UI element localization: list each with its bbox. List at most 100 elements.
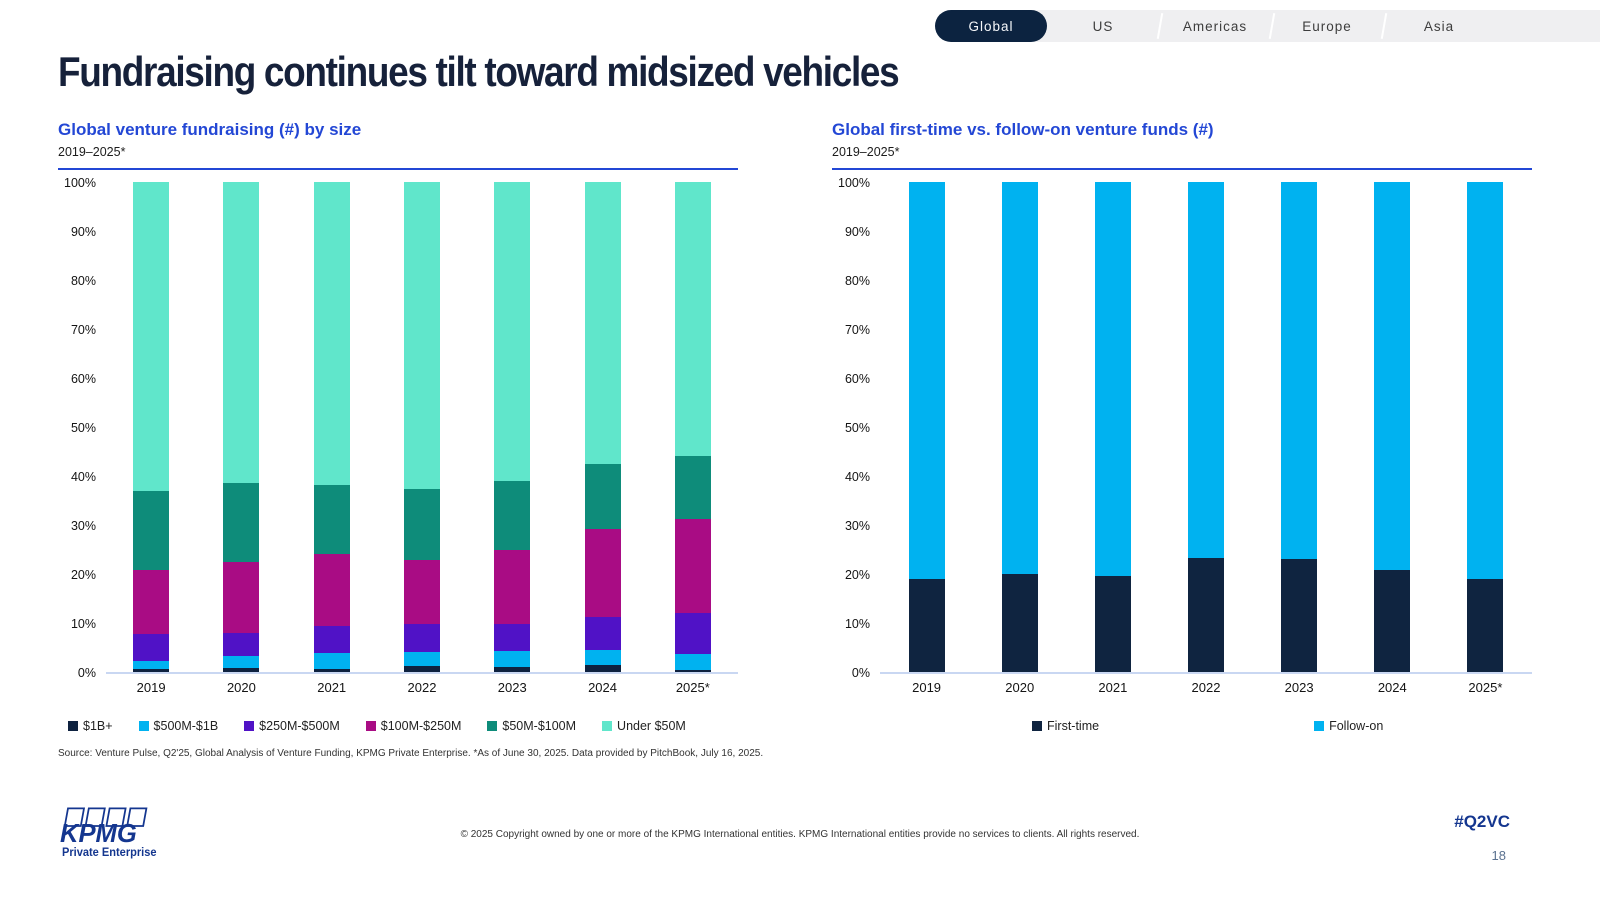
- stacked-bar-2022: [403, 182, 440, 672]
- bar-segment: [1001, 182, 1038, 574]
- stacked-bar-2021: [1094, 182, 1131, 672]
- y-tick-label: 90%: [844, 225, 870, 239]
- bar-segment: [133, 669, 170, 672]
- y-tick-label: 10%: [70, 617, 96, 631]
- y-tick-label: 60%: [844, 372, 870, 386]
- logo-boxes: [63, 807, 148, 827]
- chart-legend: First-time Follow-on: [1032, 719, 1532, 733]
- x-axis-label: 2023: [497, 680, 527, 695]
- legend-swatch: [138, 721, 149, 731]
- bar-slot: [1346, 182, 1439, 672]
- logo-wordmark: KPMG: [60, 820, 137, 846]
- legend-item: $50M-$100M: [487, 719, 576, 733]
- tab-us[interactable]: US: [1092, 18, 1114, 34]
- bar-segment: [403, 624, 440, 652]
- bar-segment: [908, 182, 945, 579]
- bar-slot: [196, 182, 286, 672]
- bar-segment: [133, 661, 170, 670]
- y-tick-label: 70%: [844, 323, 870, 337]
- bar-segment: [1281, 559, 1318, 672]
- kpmg-logo: KPMG: [60, 807, 148, 846]
- hashtag: #Q2VC: [1454, 812, 1510, 831]
- x-axis-label: 2023: [1284, 680, 1314, 695]
- y-tick-label: 0%: [77, 666, 96, 680]
- x-axis-label: 2020: [1005, 680, 1035, 695]
- bar-slot: [648, 182, 738, 672]
- y-tick-label: 50%: [844, 421, 870, 435]
- title-rule: [832, 168, 1532, 170]
- bar-slot: [377, 182, 467, 672]
- tab-asia[interactable]: Asia: [1383, 10, 1495, 42]
- y-tick-label: 20%: [70, 568, 96, 582]
- bar-segment: [674, 518, 711, 614]
- bar-segment: [1187, 182, 1224, 558]
- page-title: Fundraising continues tilt toward midsiz…: [58, 48, 900, 95]
- bar-segment: [313, 669, 350, 672]
- tab-americas[interactable]: Americas: [1159, 10, 1271, 42]
- bars-area: [880, 182, 1532, 674]
- title-rule: [58, 168, 738, 170]
- legend-label: First-time: [1047, 719, 1100, 733]
- legend-label: Under $50M: [617, 719, 686, 733]
- y-tick-label: 20%: [844, 568, 870, 582]
- bar-segment: [223, 668, 260, 672]
- bar-segment: [133, 182, 170, 492]
- bar-segment: [908, 578, 945, 672]
- legend-label: Follow-on: [1329, 719, 1384, 733]
- bar-slot: [1253, 182, 1346, 672]
- chart-subtitle: 2019–2025*: [58, 145, 126, 159]
- x-axis-label: 2021: [317, 680, 347, 695]
- legend-item: Under $50M: [602, 719, 686, 733]
- bar-segment: [584, 616, 621, 650]
- copyright-text: © 2025 Copyright owned by one or more of…: [460, 829, 1140, 840]
- y-tick-label: 100%: [64, 176, 96, 190]
- x-axis-label: 2022: [407, 680, 437, 695]
- x-axis-label: 2024: [588, 680, 617, 695]
- stacked-bar-2023: [494, 182, 531, 672]
- bar-segment: [313, 652, 350, 670]
- legend-label: $50M-$100M: [502, 719, 577, 733]
- bar-segment: [1281, 182, 1318, 560]
- legend-label: $1B+: [83, 719, 113, 733]
- legend-label: $100M-$250M: [380, 719, 462, 733]
- tab-europe[interactable]: Europe: [1271, 10, 1383, 42]
- bar-segment: [223, 561, 260, 633]
- fundraising-by-size-chart: Global venture fundraising (#) by size 2…: [58, 120, 738, 733]
- bar-segment: [494, 480, 531, 550]
- bar-segment: [313, 182, 350, 486]
- stacked-bar-2022: [1187, 182, 1224, 672]
- plot-area: 100% 90% 80% 70% 60% 50% 40% 30% 20% 10% 0%: [58, 176, 738, 680]
- chart-title: Global first-time vs. follow-on venture …: [832, 120, 1214, 139]
- x-axis-labels: 2019 2020 2021 2022 2023 2024 2025*: [106, 680, 738, 695]
- bar-segment: [223, 632, 260, 656]
- bar-slot: [1439, 182, 1532, 672]
- chart-subtitle: 2019–2025*: [832, 145, 900, 159]
- legend-swatch: [244, 721, 255, 731]
- bar-segment: [584, 649, 621, 665]
- bar-segment: [674, 670, 711, 672]
- tab-global[interactable]: Global: [935, 10, 1047, 42]
- x-axis-label: 2021: [1098, 680, 1128, 695]
- bar-segment: [133, 570, 170, 634]
- stacked-bar-2019: [133, 182, 170, 672]
- legend-item: Follow-on: [1314, 719, 1383, 733]
- bar-segment: [313, 485, 350, 554]
- y-tick-label: 80%: [844, 274, 870, 288]
- bar-segment: [1374, 570, 1411, 672]
- bar-segment: [1187, 557, 1224, 672]
- legend-label: $500M-$1B: [153, 719, 219, 733]
- bar-segment: [403, 665, 440, 672]
- bar-segment: [223, 482, 260, 562]
- bar-segment: [403, 489, 440, 560]
- bar-segment: [1467, 182, 1504, 579]
- bar-segment: [223, 655, 260, 669]
- bar-segment: [494, 182, 531, 481]
- bar-segment: [1001, 574, 1038, 672]
- y-tick-label: 60%: [70, 372, 96, 386]
- x-axis-label: 2025*: [1468, 680, 1503, 695]
- bar-slot: [287, 182, 377, 672]
- stacked-bar-2025*: [674, 182, 711, 672]
- tab-strip: Global US Americas Europe Asia: [935, 10, 1600, 42]
- bar-slot: [1066, 182, 1159, 672]
- bar-segment: [403, 651, 440, 666]
